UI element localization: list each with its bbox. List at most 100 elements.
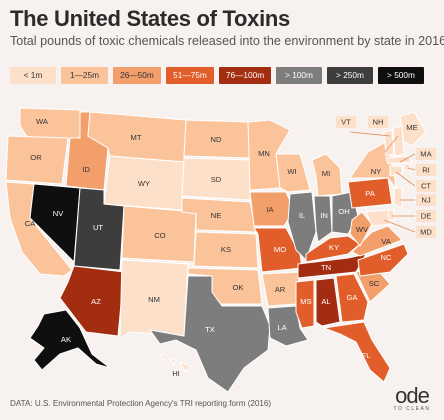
state-label-la: LA [277, 323, 287, 332]
state-ms [295, 279, 315, 329]
state-label-va: VA [381, 237, 392, 246]
state-label-nd: ND [211, 135, 222, 144]
state-tx [148, 275, 271, 392]
state-label-az: AZ [91, 297, 101, 306]
state-label-il: IL [299, 211, 305, 220]
state-ak [29, 309, 111, 371]
state-nh [392, 125, 405, 157]
legend-item-76-100m: 76—100m [219, 67, 271, 84]
us-map-svg: VT NH MA RI CT NJ DE MD WA OR CA ID MT WY NV UT AZ CO NM N… [5, 107, 436, 392]
legend-item-over-250m: > 250m [327, 67, 373, 84]
state-label-ct: CT [421, 182, 431, 191]
legend-item-51-75m: 51—75m [166, 67, 214, 84]
state-box-md [416, 226, 436, 238]
state-wv [349, 211, 373, 247]
logo-word: ode [395, 383, 430, 408]
state-label-sd: SD [211, 175, 222, 184]
state-label-wv: WV [356, 225, 369, 234]
legend-item-over-100m: > 100m [276, 67, 322, 84]
state-label-nc: NC [381, 253, 392, 262]
state-al [315, 277, 341, 327]
state-box-ri [416, 164, 436, 176]
state-label-al: AL [321, 297, 330, 306]
state-ks [193, 231, 259, 269]
state-pa [347, 177, 393, 209]
state-or [5, 135, 69, 185]
state-box-nj [416, 194, 436, 206]
state-label-oh: OH [338, 207, 349, 216]
state-label-id: ID [82, 165, 90, 174]
map-subtitle: Total pounds of toxic chemicals released… [10, 34, 444, 48]
state-fl [322, 321, 391, 383]
state-nc [357, 243, 409, 277]
state-label-md: MD [420, 228, 432, 237]
state-label-ar: AR [275, 285, 286, 294]
state-label-vt: VT [341, 118, 351, 127]
state-va [351, 225, 403, 257]
state-box-de [416, 210, 436, 222]
state-label-sc: SC [369, 279, 380, 288]
state-label-in: IN [320, 211, 328, 220]
state-label-ga: GA [347, 293, 359, 302]
state-label-ms: MS [300, 297, 311, 306]
state-label-nj: NJ [421, 196, 430, 205]
state-label-co: CO [154, 231, 165, 240]
state-label-ok: OK [233, 283, 244, 292]
state-label-tn: TN [321, 263, 331, 272]
state-label-mi: MI [322, 169, 330, 178]
us-map: VT NH MA RI CT NJ DE MD WA OR CA ID MT WY NV UT AZ CO NM N… [0, 92, 444, 392]
state-in [313, 195, 333, 243]
state-label-or: OR [30, 153, 42, 162]
state-label-pa: PA [365, 189, 376, 198]
legend-item-over-500m: > 500m [378, 67, 424, 84]
state-label-nh: NH [373, 118, 384, 127]
legend-item-1-25m: 1—25m [61, 67, 108, 84]
state-box-ct [416, 180, 436, 192]
state-label-de: DE [421, 212, 432, 221]
state-box-vt [336, 116, 356, 128]
state-label-nm: NM [148, 295, 160, 304]
state-md [365, 209, 391, 227]
state-label-ia: IA [266, 205, 274, 214]
state-nj [393, 187, 403, 209]
state-ri [403, 163, 411, 171]
state-labels: WA OR CA ID MT WY NV UT AZ CO NM ND SD NE KS OK TX MN IA MO… [25, 117, 418, 378]
state-wi [275, 153, 311, 193]
logo-tagline: TO CLEAN [393, 406, 431, 412]
state-label-mt: MT [131, 133, 142, 142]
legend-item-under-1m: < 1m [10, 67, 56, 84]
state-label-ky: KY [329, 243, 339, 252]
legend-item-26-50m: 26—50m [113, 67, 161, 84]
state-label-me: ME [406, 123, 417, 132]
state-label-mn: MN [258, 149, 270, 158]
map-title: The United States of Toxins [10, 6, 290, 31]
data-source: DATA: U.S. Environmental Protection Agen… [10, 399, 272, 408]
ode-logo: ode TO CLEAN [388, 383, 436, 413]
state-label-ma: MA [420, 150, 432, 159]
state-hi [158, 353, 191, 373]
ne-state-boxes: VT NH MA RI CT NJ DE MD [336, 116, 436, 238]
state-label-ne: NE [211, 211, 222, 220]
state-label-ks: KS [221, 245, 231, 254]
state-label-ny: NY [371, 167, 382, 176]
state-label-ca: CA [25, 219, 36, 228]
state-label-nv: NV [53, 209, 64, 218]
state-label-wi: WI [287, 167, 296, 176]
state-label-mo: MO [274, 245, 286, 254]
state-label-ri: RI [422, 166, 430, 175]
state-label-ak: AK [61, 335, 71, 344]
state-label-tx: TX [205, 325, 215, 334]
leader-lines [349, 131, 416, 233]
state-label-hi: HI [172, 369, 180, 378]
state-box-ma [416, 148, 436, 160]
state-label-wa: WA [36, 117, 49, 126]
state-wa [19, 107, 81, 141]
state-vt [383, 129, 395, 157]
state-ga [335, 273, 369, 323]
state-label-fl: FL [362, 351, 371, 360]
state-label-wy: WY [138, 179, 150, 188]
state-label-ut: UT [93, 223, 103, 232]
legend: < 1m 1—25m 26—50m 51—75m 76—100m > 100m … [10, 67, 424, 84]
state-box-nh [368, 116, 388, 128]
state-sd [181, 157, 251, 201]
